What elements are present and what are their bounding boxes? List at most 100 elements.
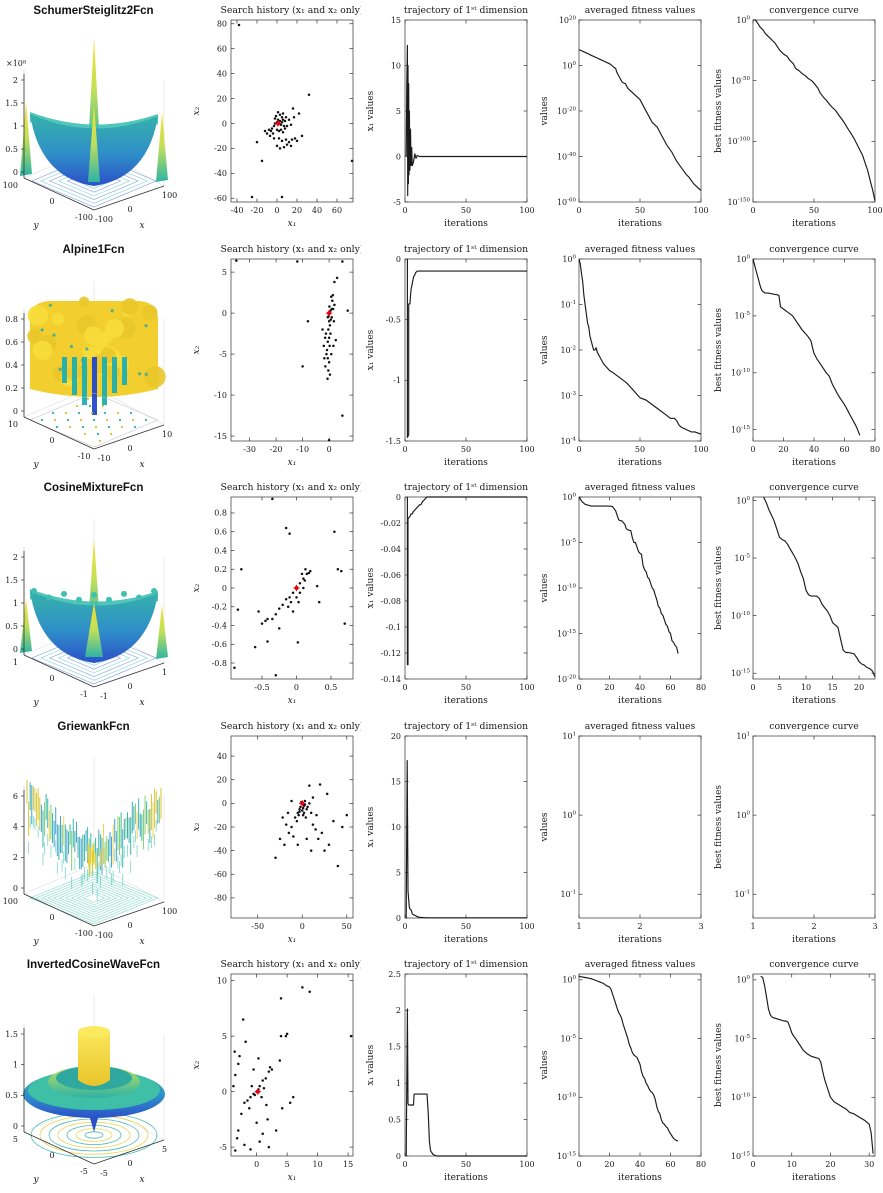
svg-text:1: 1 — [750, 922, 755, 931]
svg-text:-0.08: -0.08 — [380, 597, 401, 606]
svg-text:0: 0 — [750, 206, 755, 215]
svg-text:0: 0 — [127, 444, 132, 453]
svg-text:0: 0 — [13, 1122, 18, 1131]
svg-text:10: 10 — [787, 1160, 797, 1169]
svg-text:100: 100 — [3, 897, 18, 906]
svg-text:5: 5 — [285, 1160, 290, 1169]
svg-text:-50: -50 — [251, 922, 264, 931]
svg-text:0.5: 0.5 — [5, 145, 18, 154]
surface-plot: 0 0.5 1 1.5 2 ×10⁸ 100 0 -100 y -100 0 100 x — [0, 0, 187, 238]
convergence-plot: 0 10 20 30 100 10-5 10-10 10-15 convergence curv… — [709, 954, 883, 1192]
svg-text:0.2: 0.2 — [214, 565, 227, 574]
svg-text:80: 80 — [696, 683, 706, 692]
svg-text:x₁ values: x₁ values — [366, 1045, 376, 1086]
trajectory-plot: 0 50 100 0 0.5 1 1.5 2 2.5 trajectory of 1ˢᵗ dime… — [361, 954, 535, 1192]
svg-text:trajectory of 1ˢᵗ dimension: trajectory of 1ˢᵗ dimension — [404, 959, 528, 970]
svg-text:x: x — [139, 937, 144, 947]
svg-text:x₂: x₂ — [192, 822, 202, 831]
svg-text:-1.5: -1.5 — [386, 436, 401, 445]
trajectory-plot: 0 50 100 0 5 10 15 20 trajectory of 1ˢᵗ dimensio… — [361, 716, 535, 954]
cell-search-3: -50 0 50 -80 -60 -40 -20 0 20 40 Search history (x… — [187, 716, 361, 955]
svg-text:10-10: 10-10 — [557, 1093, 577, 1103]
svg-text:10: 10 — [162, 430, 172, 439]
cell-surface-0: SchumerSteiglitz2Fcn 0 0.5 1 1.5 2 ×10⁸ 100 0 -1… — [0, 0, 187, 239]
svg-text:10: 10 — [8, 420, 18, 429]
svg-text:0.2: 0.2 — [5, 383, 18, 392]
svg-text:20: 20 — [217, 775, 227, 784]
svg-text:×10⁸: ×10⁸ — [6, 59, 26, 68]
svg-text:x₂: x₂ — [192, 1061, 202, 1070]
svg-text:10-4: 10-4 — [560, 436, 576, 446]
svg-text:5: 5 — [777, 683, 782, 692]
svg-text:10-40: 10-40 — [557, 152, 577, 162]
svg-text:averaged fitness values: averaged fitness values — [585, 959, 696, 970]
svg-text:-20: -20 — [214, 823, 227, 832]
svg-text:best fitness values: best fitness values — [714, 784, 724, 868]
cell-search-2: -0.5 0 0.5 -0.8 -0.6 -0.4 -0.2 0 0.2 0.4 0.6 0.8 Sea… — [187, 477, 361, 716]
svg-text:x₂: x₂ — [192, 345, 202, 354]
avg-fitness-plot: 0 20 40 60 80 100 10-5 10-10 10-15 averaged fitne… — [535, 954, 709, 1192]
svg-text:1.5: 1.5 — [5, 99, 18, 108]
svg-text:0: 0 — [576, 445, 581, 454]
svg-text:2: 2 — [13, 553, 18, 562]
surface-plot: 0 0.2 0.4 0.6 0.8 10 0 -10 y -10 0 10 x — [0, 239, 187, 477]
svg-text:50: 50 — [635, 206, 645, 215]
svg-text:100: 100 — [519, 1160, 534, 1169]
svg-text:values: values — [540, 1050, 550, 1080]
svg-text:trajectory of 1ˢᵗ dimension: trajectory of 1ˢᵗ dimension — [404, 721, 528, 732]
svg-text:0: 0 — [13, 884, 18, 893]
svg-text:10-20: 10-20 — [557, 674, 577, 684]
svg-text:10-100: 10-100 — [727, 137, 750, 147]
svg-text:15: 15 — [391, 16, 401, 25]
svg-text:iterations: iterations — [618, 219, 662, 229]
svg-text:convergence curve: convergence curve — [769, 244, 859, 255]
svg-text:10-10: 10-10 — [731, 611, 751, 621]
svg-text:iterations: iterations — [444, 935, 488, 945]
svg-text:Search history (x₁ and x₂ only: Search history (x₁ and x₂ only) — [220, 244, 361, 255]
svg-text:60: 60 — [665, 1160, 675, 1169]
svg-text:x: x — [139, 698, 144, 708]
svg-text:3: 3 — [872, 922, 877, 931]
svg-text:50: 50 — [809, 206, 819, 215]
svg-text:20: 20 — [604, 683, 614, 692]
function-title: Alpine1Fcn — [62, 243, 125, 256]
svg-text:best fitness values: best fitness values — [714, 1023, 724, 1107]
svg-text:15: 15 — [343, 1160, 353, 1169]
svg-text:-1: -1 — [100, 692, 108, 701]
svg-text:40: 40 — [809, 445, 819, 454]
svg-text:100: 100 — [519, 206, 534, 215]
svg-text:-100: -100 — [75, 929, 93, 938]
svg-text:100: 100 — [736, 254, 750, 263]
svg-text:10-5: 10-5 — [560, 1034, 576, 1044]
svg-text:iterations: iterations — [618, 458, 662, 468]
cell-avg-fitness-2: 0 20 40 60 80 100 10-5 10-10 10-15 10-20 averaged … — [535, 477, 709, 716]
svg-text:1: 1 — [576, 922, 581, 931]
svg-text:y: y — [32, 460, 39, 470]
svg-text:40: 40 — [217, 69, 227, 78]
surface-plot: 0 2 4 6 100 0 -100 y -100 0 100 x — [0, 716, 187, 954]
svg-text:-5: -5 — [393, 198, 401, 207]
svg-text:-1: -1 — [393, 376, 401, 385]
avg-fitness-plot: 1 2 3 101 100 10-1 averaged fitness values iter… — [535, 716, 709, 954]
svg-text:x₁: x₁ — [288, 935, 297, 945]
svg-text:0: 0 — [222, 799, 227, 808]
trajectory-plot: 0 50 100 0 -0.02 -0.04 -0.06 -0.08 -0.1 -0.12 -0.1… — [361, 477, 535, 715]
svg-text:10: 10 — [391, 823, 401, 832]
svg-text:x₂: x₂ — [192, 583, 202, 592]
svg-text:trajectory of 1ˢᵗ dimension: trajectory of 1ˢᵗ dimension — [404, 482, 528, 493]
svg-text:values: values — [540, 335, 550, 365]
svg-text:0: 0 — [222, 309, 227, 318]
svg-text:1020: 1020 — [559, 15, 577, 25]
svg-text:0: 0 — [222, 1088, 227, 1097]
svg-text:100: 100 — [736, 15, 750, 25]
convergence-plot: 0 20 40 60 80 100 10-5 10-10 10-15 convergence cu… — [709, 239, 883, 477]
svg-text:convergence curve: convergence curve — [769, 721, 859, 732]
svg-text:60: 60 — [665, 683, 675, 692]
svg-text:-0.12: -0.12 — [380, 649, 401, 658]
svg-text:values: values — [540, 573, 550, 603]
svg-text:-100: -100 — [95, 215, 113, 224]
svg-text:10-5: 10-5 — [560, 538, 576, 548]
convergence-plot: 1 2 3 101 100 10-1 convergence curve iterations… — [709, 716, 883, 954]
svg-text:2: 2 — [811, 922, 816, 931]
function-title: GriewankFcn — [57, 720, 130, 733]
